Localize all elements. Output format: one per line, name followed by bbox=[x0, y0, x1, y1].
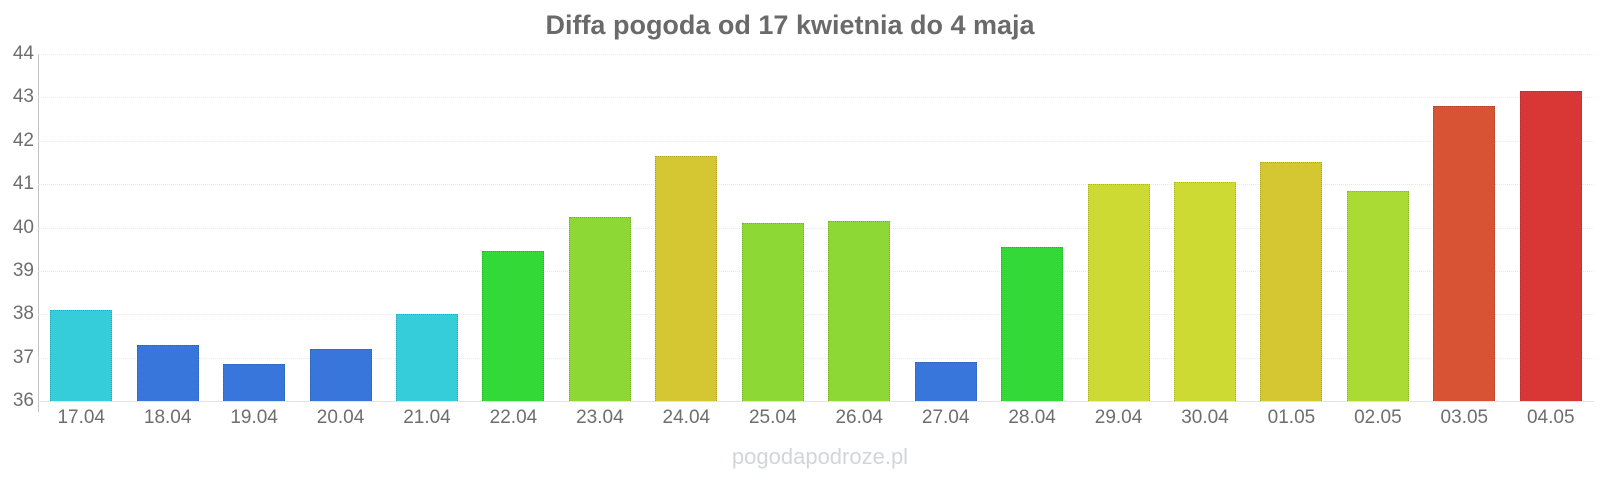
bar-19.04 bbox=[223, 364, 286, 401]
bar-25.04 bbox=[741, 223, 804, 401]
gridline-36 bbox=[38, 401, 1594, 402]
x-tick-label-03.05: 03.05 bbox=[1440, 407, 1489, 428]
chart-title: Diffa pogoda od 17 kwietnia do 4 maja bbox=[545, 10, 1035, 40]
x-tick-label-27.04: 27.04 bbox=[921, 407, 970, 428]
bar-20.04 bbox=[309, 348, 372, 401]
bar-17.04 bbox=[50, 309, 113, 401]
gridline-40 bbox=[38, 227, 1594, 229]
x-tick-label-25.04: 25.04 bbox=[748, 407, 797, 428]
bar-27.04 bbox=[914, 361, 977, 401]
x-tick-label-20.04: 20.04 bbox=[316, 407, 365, 428]
bar-30.04 bbox=[1174, 181, 1236, 401]
x-tick-label-19.04: 19.04 bbox=[230, 407, 278, 428]
bar-24.04 bbox=[655, 155, 718, 401]
gridline-38 bbox=[38, 314, 1594, 316]
x-tick-label-29.04: 29.04 bbox=[1094, 407, 1143, 428]
bar-04.05 bbox=[1519, 90, 1582, 401]
y-tick-label-39: 39 bbox=[12, 259, 34, 281]
watermark: pogodapodroze.pl bbox=[731, 444, 909, 469]
y-tick-label-38: 38 bbox=[12, 303, 34, 325]
x-tick-label-28.04: 28.04 bbox=[1008, 407, 1056, 428]
y-tick-label-43: 43 bbox=[12, 86, 34, 108]
x-tick-label-30.04: 30.04 bbox=[1181, 407, 1229, 428]
x-tick-label-18.04: 18.04 bbox=[143, 407, 192, 428]
bar-18.04 bbox=[136, 344, 199, 401]
bar-03.05 bbox=[1433, 106, 1496, 401]
x-tick-label-02.05: 02.05 bbox=[1354, 407, 1402, 428]
gridline-37 bbox=[38, 357, 1594, 359]
y-axis-line bbox=[38, 54, 39, 412]
gridline-43 bbox=[38, 97, 1594, 99]
y-tick-label-37: 37 bbox=[12, 346, 34, 368]
gridline-44 bbox=[38, 54, 1594, 55]
gridline-42 bbox=[38, 140, 1594, 142]
bar-28.04 bbox=[1001, 247, 1064, 401]
gridline-39 bbox=[38, 270, 1594, 272]
x-tick-label-24.04: 24.04 bbox=[662, 407, 711, 428]
y-tick-label-44: 44 bbox=[12, 43, 34, 64]
bar-26.04 bbox=[828, 221, 891, 401]
gridline-41 bbox=[38, 184, 1594, 186]
bar-01.05 bbox=[1260, 162, 1323, 401]
plot-area bbox=[38, 54, 1594, 402]
x-tick-label-17.04: 17.04 bbox=[57, 407, 105, 428]
x-tick-label-21.04: 21.04 bbox=[403, 407, 451, 428]
bar-02.05 bbox=[1346, 190, 1409, 401]
x-tick-label-23.04: 23.04 bbox=[576, 407, 624, 428]
x-tick-label-01.05: 01.05 bbox=[1267, 407, 1316, 428]
x-tick-label-04.05: 04.05 bbox=[1526, 407, 1575, 428]
x-tick-label-26.04: 26.04 bbox=[835, 407, 883, 428]
bar-29.04 bbox=[1087, 184, 1150, 401]
bar-23.04 bbox=[568, 216, 631, 401]
x-tick-label-22.04: 22.04 bbox=[489, 407, 538, 428]
y-tick-label-36: 36 bbox=[12, 390, 34, 411]
y-tick-label-40: 40 bbox=[12, 216, 34, 238]
bar-21.04 bbox=[396, 314, 458, 401]
y-tick-label-41: 41 bbox=[12, 173, 34, 195]
y-tick-label-42: 42 bbox=[12, 129, 34, 151]
bar-22.04 bbox=[482, 251, 545, 401]
